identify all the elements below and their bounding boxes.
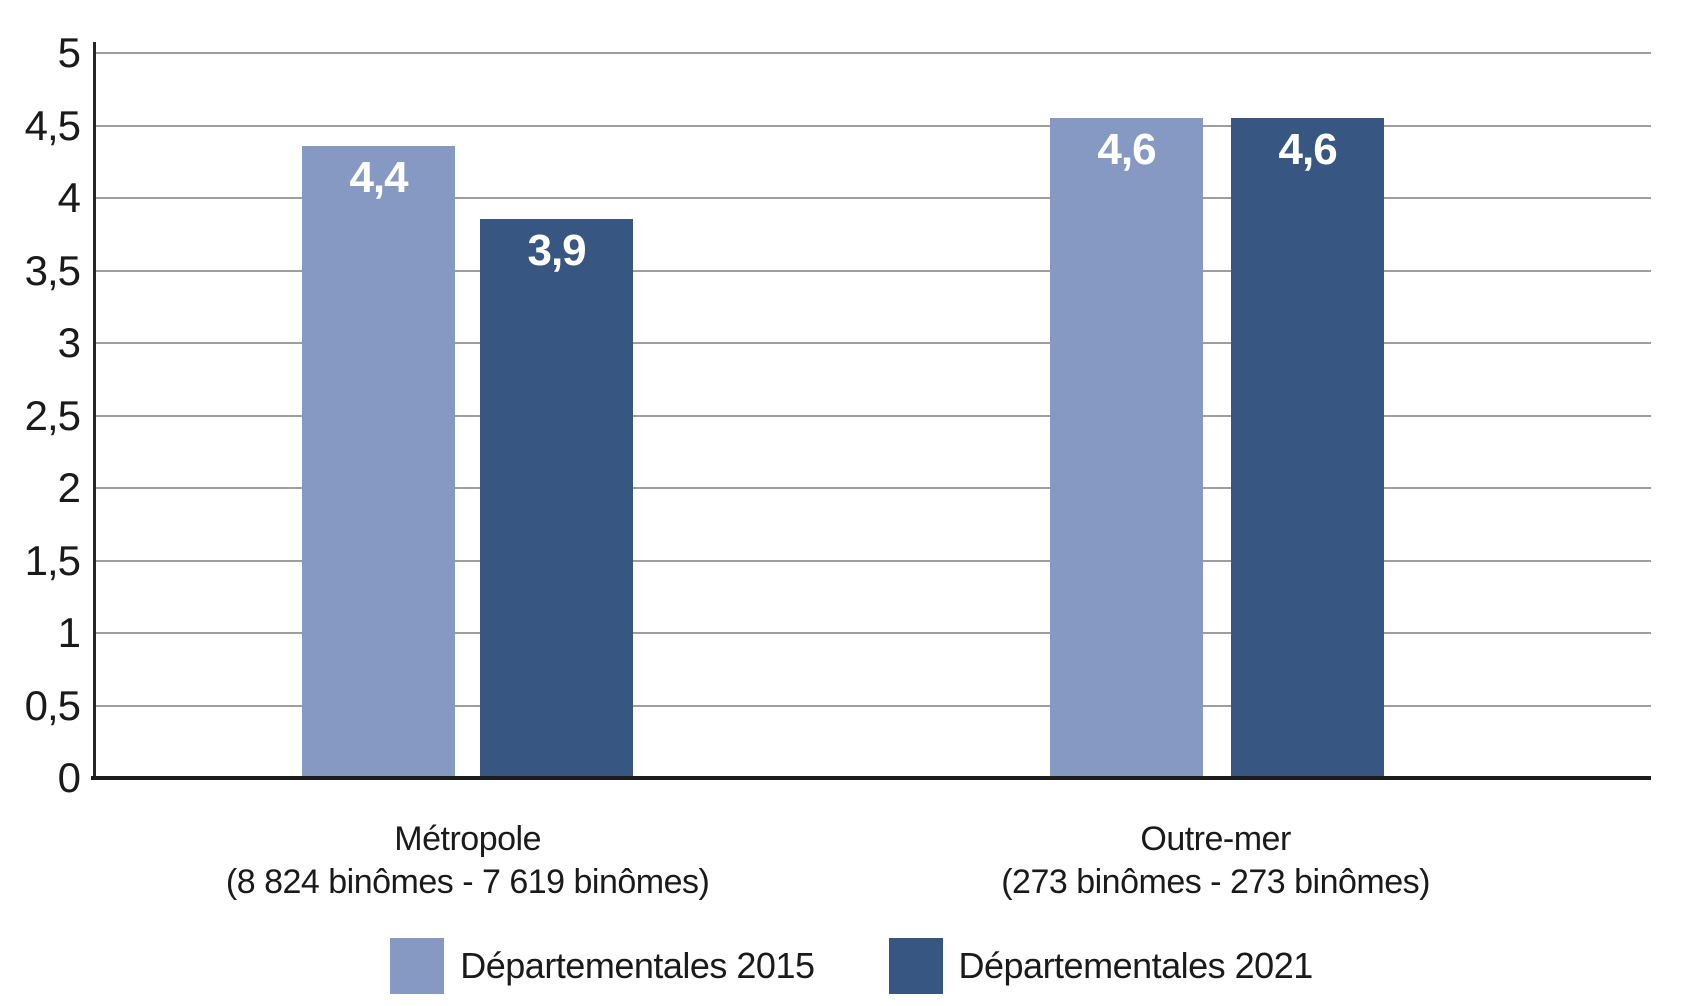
bar-metropole-2021: 3,9 bbox=[480, 219, 634, 778]
legend-label-2021: Départementales 2021 bbox=[958, 945, 1314, 986]
gridline bbox=[96, 704, 1651, 707]
y-tick-label: 4 bbox=[57, 174, 81, 221]
y-tick-label: 2 bbox=[57, 464, 81, 511]
category-subtitle: (273 binômes - 273 binômes) bbox=[1001, 863, 1430, 901]
legend-label-2015: Départementales 2015 bbox=[460, 945, 815, 986]
y-tick-label: 0 bbox=[57, 754, 81, 801]
category-subtitle: (8 824 binômes - 7 619 binômes) bbox=[225, 863, 710, 901]
gridline bbox=[96, 124, 1651, 127]
category-label-metropole: Métropole (8 824 binômes - 7 619 binômes… bbox=[225, 818, 710, 904]
x-axis-line bbox=[91, 776, 1651, 780]
y-tick-label: 4,5 bbox=[24, 101, 81, 149]
bar-outremer-2021: 4,6 bbox=[1231, 118, 1385, 778]
category-name: Métropole bbox=[394, 820, 541, 858]
bar-value-label: 3,9 bbox=[527, 226, 586, 276]
y-axis-line bbox=[93, 42, 96, 778]
category-name: Outre-mer bbox=[1140, 820, 1291, 858]
gridline bbox=[96, 559, 1651, 562]
gridline bbox=[96, 197, 1651, 199]
bar-outremer-2015: 4,6 bbox=[1049, 118, 1203, 778]
gridline bbox=[96, 414, 1651, 417]
y-tick-label: 3,5 bbox=[24, 246, 81, 294]
x-axis-category-labels: Métropole (8 824 binômes - 7 619 binômes… bbox=[96, 818, 1651, 918]
y-tick-label: 3 bbox=[57, 319, 81, 366]
bar-metropole-2015: 4,4 bbox=[302, 145, 456, 778]
gridline bbox=[96, 52, 1651, 54]
y-tick-label: 1 bbox=[57, 609, 81, 656]
gridline bbox=[96, 487, 1651, 489]
gridline bbox=[96, 269, 1651, 272]
plot-area: 4,4 3,9 4,6 4,6 0 0,5 1 1,5 2 2,5 3 3,5 4 4,5 5 bbox=[25, 32, 1651, 799]
category-label-outremer: Outre-mer (273 binômes - 273 binômes) bbox=[1001, 818, 1430, 904]
legend: Départementales 2015 Départementales 202… bbox=[0, 938, 1703, 994]
gridline bbox=[96, 342, 1651, 344]
legend-item-2021: Départementales 2021 bbox=[888, 938, 1314, 994]
y-tick-label: 5 bbox=[57, 29, 81, 76]
legend-item-2015: Départementales 2015 bbox=[390, 938, 815, 994]
legend-swatch-2015 bbox=[390, 938, 445, 994]
bar-value-label: 4,6 bbox=[1278, 125, 1338, 175]
gridline bbox=[96, 632, 1651, 634]
y-tick-label: 2,5 bbox=[24, 391, 81, 439]
y-tick-label: 1,5 bbox=[24, 536, 81, 584]
legend-swatch-2021 bbox=[888, 938, 943, 994]
bar-value-label: 4,6 bbox=[1097, 125, 1156, 175]
y-tick-label: 0,5 bbox=[24, 681, 81, 729]
bar-value-label: 4,4 bbox=[349, 152, 408, 202]
